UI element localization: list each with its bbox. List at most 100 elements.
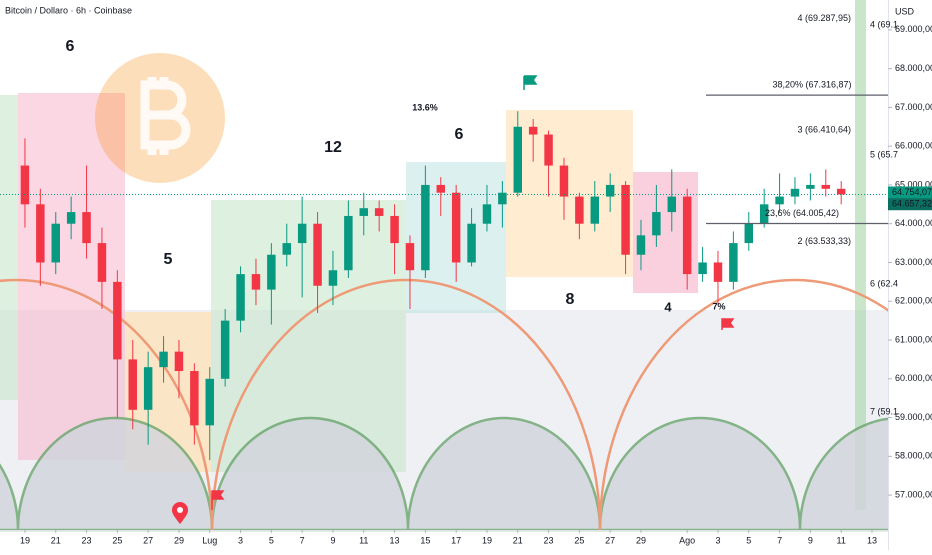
candle-body	[590, 196, 600, 224]
candle-body	[652, 212, 661, 236]
annotation: 6	[455, 126, 464, 143]
x-tick-label: 29	[636, 535, 646, 545]
candle-body	[667, 196, 677, 213]
candle-body	[559, 165, 569, 197]
price-tag-label: 64.657,32	[892, 199, 932, 209]
level-band	[855, 0, 866, 510]
candle-body	[20, 165, 30, 205]
candle-body	[236, 274, 245, 321]
candle-body	[143, 367, 153, 410]
y-tick-label: 66.000,00	[895, 141, 932, 151]
x-tick-label: 17	[451, 535, 461, 545]
zone-box	[0, 95, 18, 400]
price-axis	[888, 0, 932, 550]
candle-body	[282, 243, 291, 255]
candle-body	[713, 262, 723, 282]
bitcoin-glyph	[140, 77, 191, 155]
x-tick-label: 27	[605, 535, 615, 545]
candle-body	[605, 184, 615, 197]
x-tick-label: 3	[715, 535, 720, 545]
y-tick-label: 60.000,00	[895, 373, 932, 383]
cycle-label: 4 (69.1	[870, 19, 898, 29]
annotation: 8	[566, 291, 575, 308]
candle-body	[729, 243, 738, 282]
candle-body	[405, 243, 415, 271]
candle-body	[482, 204, 492, 224]
x-tick-label: 23	[544, 535, 554, 545]
chart-title: Bitcoin / Dollaro · 6h · Coinbase	[5, 5, 132, 15]
cycle-arc-large	[0, 278, 932, 531]
candle-body	[36, 204, 45, 263]
x-tick-label: Lug	[202, 535, 217, 545]
candle-body	[51, 223, 60, 263]
annotation: 13.6%	[412, 102, 438, 112]
candle-body	[267, 254, 276, 290]
flag	[523, 75, 538, 90]
y-tick-label: 67.000,00	[895, 102, 932, 112]
x-tick-label: 21	[51, 535, 61, 545]
x-tick-label: 15	[420, 535, 430, 545]
y-tick-label: 65.000,00	[895, 179, 932, 189]
x-tick-label: 3	[238, 535, 243, 545]
y-tick-label: 63.000,00	[895, 257, 932, 267]
candle-body	[498, 192, 507, 205]
candle-body	[359, 208, 368, 216]
candle-body	[251, 274, 261, 290]
x-tick-label: 29	[174, 535, 184, 545]
candle-body	[621, 184, 630, 255]
candle-body	[421, 184, 430, 271]
candle-body	[344, 215, 353, 271]
y-tick-label: 58.000,00	[895, 451, 932, 461]
y-tick-label: 62.000,00	[895, 296, 932, 306]
price-tag-label: 64.754,07	[892, 187, 932, 197]
y-tick-label: 68.000,00	[895, 63, 932, 73]
candle-body	[297, 223, 307, 244]
annotation: 6	[66, 38, 75, 55]
x-tick-label: 5	[746, 535, 751, 545]
cycle-label: 6 (62.4	[870, 278, 898, 288]
candle-body	[313, 223, 322, 286]
price-tag	[888, 198, 932, 211]
x-tick-label: 23	[82, 535, 92, 545]
price-tag	[888, 186, 932, 199]
x-tick-label: 19	[20, 535, 30, 545]
y-tick-label: 64.000,00	[895, 218, 932, 228]
x-tick-label: 19	[482, 535, 492, 545]
candle-body	[66, 212, 76, 224]
candle-body	[451, 192, 461, 263]
candle-body	[97, 243, 107, 282]
candle-body	[113, 281, 122, 360]
y-tick-label: 69.000,00	[895, 24, 932, 34]
candle-body	[159, 351, 168, 368]
candle-body	[205, 378, 214, 426]
y-tick-label: 57.000,00	[895, 489, 932, 499]
candle-body	[528, 126, 538, 135]
candle-body	[836, 188, 846, 195]
candle-body	[544, 134, 553, 166]
candle-body	[744, 223, 754, 244]
candle-body	[698, 262, 707, 275]
x-tick-label: 13	[390, 535, 400, 545]
flag	[721, 318, 735, 330]
candle-body	[174, 351, 184, 372]
candle-body	[436, 184, 446, 193]
candle-body	[636, 235, 646, 255]
candle-body	[775, 196, 784, 205]
level-label: 3 (66.410,64)	[797, 125, 851, 135]
x-tick-label: 5	[269, 535, 274, 545]
level-label: 2 (63.533,33)	[797, 236, 851, 246]
x-tick-label: 9	[808, 535, 813, 545]
x-tick-label: 11	[837, 535, 846, 545]
x-tick-label: 11	[359, 535, 368, 545]
candle-body	[575, 196, 584, 224]
candle-body	[128, 359, 137, 410]
candle-body	[82, 212, 91, 244]
fib-label: 38,20% (67.316,87)	[772, 79, 851, 89]
candle-body	[790, 188, 800, 197]
candle-body	[806, 184, 815, 189]
x-tick-label: 9	[330, 535, 335, 545]
candle-body	[190, 371, 199, 426]
currency-label: USD	[895, 6, 915, 16]
x-tick-label: 25	[112, 535, 122, 545]
